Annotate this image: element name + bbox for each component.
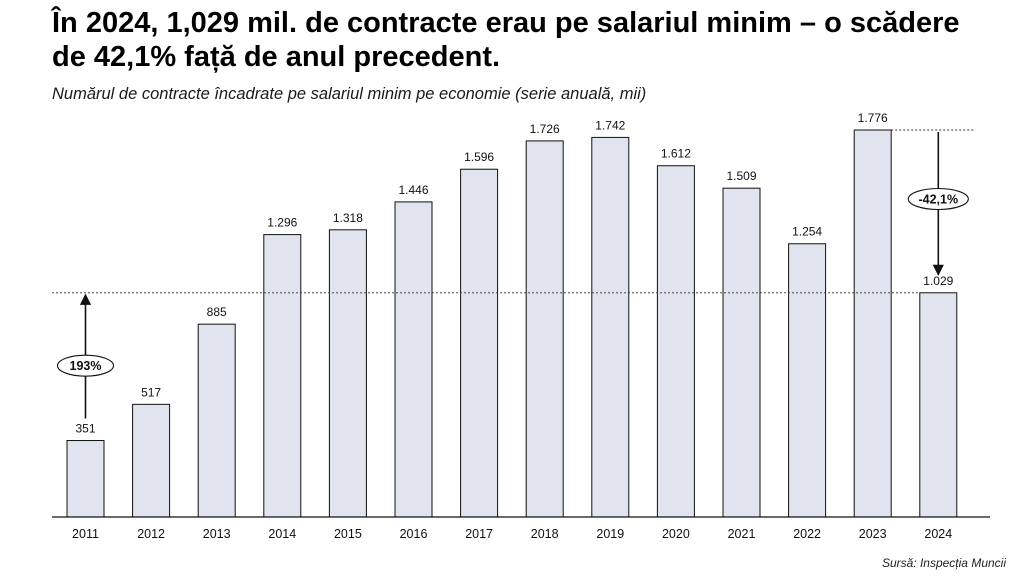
bar-2019: [591, 136, 630, 518]
bar-2013: [197, 323, 236, 518]
decline-badge-label: -42,1%: [918, 193, 958, 207]
value-label-2014: 1.296: [267, 216, 297, 230]
x-tick-label-2012: 2012: [137, 527, 165, 541]
bar-2012: [132, 403, 171, 518]
x-tick-label-2020: 2020: [662, 527, 690, 541]
bar-2015: [328, 229, 367, 518]
value-label-2023: 1.776: [858, 111, 888, 125]
x-tick-label-2022: 2022: [793, 527, 821, 541]
bar-2018: [525, 140, 564, 518]
growth-badge: [56, 354, 115, 377]
value-label-2024: 1.029: [923, 274, 953, 288]
value-label-2019: 1.742: [595, 118, 625, 132]
bar-2022: [788, 243, 827, 518]
x-tick-label-2014: 2014: [268, 527, 296, 541]
decline-badge: [907, 187, 969, 211]
value-label-2021: 1.509: [726, 169, 756, 183]
source-note: Sursă: Inspecția Muncii: [881, 556, 1006, 570]
bar-2014: [263, 234, 302, 518]
bar-2017: [460, 168, 499, 518]
x-tick-label-2017: 2017: [465, 527, 493, 541]
x-tick-label-2024: 2024: [924, 527, 952, 541]
value-label-2017: 1.596: [464, 150, 494, 164]
value-label-2016: 1.446: [398, 183, 428, 197]
value-label-2013: 885: [207, 305, 227, 319]
value-label-2022: 1.254: [792, 225, 822, 239]
x-tick-label-2021: 2021: [728, 527, 756, 541]
bar-2023: [853, 129, 892, 518]
x-tick-label-2016: 2016: [400, 527, 428, 541]
bar-2011: [66, 440, 105, 518]
x-tick-label-2011: 2011: [72, 527, 99, 541]
value-label-2011: 351: [75, 422, 95, 436]
bar-2024: [919, 292, 958, 518]
x-tick-label-2018: 2018: [531, 527, 559, 541]
value-label-2012: 517: [141, 385, 161, 399]
value-label-2015: 1.318: [333, 211, 363, 225]
bar-2020: [656, 165, 695, 518]
x-tick-label-2013: 2013: [203, 527, 231, 541]
growth-badge-label: 193%: [70, 359, 102, 373]
chart-title: În 2024, 1,029 mil. de contracte erau pe…: [52, 7, 960, 73]
bar-2021: [722, 187, 761, 518]
x-tick-label-2019: 2019: [596, 527, 624, 541]
x-tick-label-2015: 2015: [334, 527, 362, 541]
value-label-2020: 1.612: [661, 147, 691, 161]
value-label-2018: 1.726: [530, 122, 560, 136]
x-tick-label-2023: 2023: [859, 527, 887, 541]
bar-2016: [394, 201, 433, 518]
chart-subtitle: Numărul de contracte încadrate pe salari…: [52, 85, 647, 103]
